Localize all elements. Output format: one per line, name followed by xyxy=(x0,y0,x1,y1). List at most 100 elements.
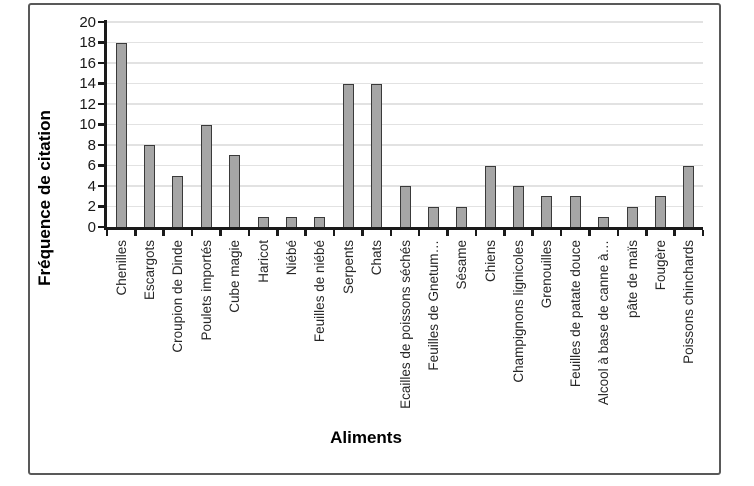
x-axis-tick xyxy=(332,230,336,236)
x-axis-tick xyxy=(616,230,620,236)
x-category-label: Grenouilles xyxy=(539,240,555,309)
bar xyxy=(257,216,269,227)
y-axis-tick xyxy=(98,102,104,106)
y-tick-label: 2 xyxy=(87,198,96,215)
y-axis-tick xyxy=(98,123,104,126)
x-category-label: Haricot xyxy=(255,240,271,283)
bar xyxy=(200,124,212,227)
x-category-label: Feuilles de niébé xyxy=(312,240,328,343)
y-axis-tick xyxy=(98,61,104,65)
x-axis-tick xyxy=(588,230,591,236)
bar xyxy=(569,196,581,227)
bar xyxy=(172,175,184,227)
x-category-label: Chiens xyxy=(482,240,498,283)
gridline xyxy=(107,21,703,23)
gridline xyxy=(107,62,703,64)
figure-frame xyxy=(28,3,721,475)
bar xyxy=(513,186,525,227)
x-axis-tick xyxy=(531,230,534,236)
y-axis-line xyxy=(104,20,107,230)
x-axis-tick xyxy=(190,230,194,236)
x-category-label: Feuilles de patate douce xyxy=(567,240,583,388)
x-axis-tick xyxy=(446,230,449,236)
x-axis-tick xyxy=(304,230,307,236)
x-axis-tick xyxy=(644,230,648,236)
y-axis-tick xyxy=(98,164,104,167)
x-axis-tick xyxy=(503,230,506,236)
y-tick-label: 10 xyxy=(79,116,96,133)
x-axis-tick xyxy=(247,230,251,236)
bar xyxy=(484,165,496,227)
y-axis-tick xyxy=(98,225,104,229)
x-axis-tick xyxy=(559,230,563,236)
x-category-label: Champignons lignicoles xyxy=(511,240,527,383)
x-axis-tick xyxy=(275,230,279,236)
y-tick-label: 8 xyxy=(87,136,96,154)
x-category-label: Poissons chinchards xyxy=(681,240,697,364)
x-axis-tick xyxy=(361,230,364,236)
x-category-label: Niébé xyxy=(283,240,299,276)
y-tick-label: 14 xyxy=(79,75,96,92)
x-category-label: Cube magie xyxy=(227,240,243,313)
x-category-label: Poulets importés xyxy=(198,240,214,341)
x-axis-line xyxy=(104,227,703,230)
bar xyxy=(314,216,326,227)
x-axis-title: Aliments xyxy=(330,428,402,447)
x-axis-tick xyxy=(474,230,478,236)
y-axis-tick xyxy=(98,205,104,208)
gridline xyxy=(107,144,703,146)
x-category-label: Fougère xyxy=(652,240,668,291)
bar xyxy=(229,155,241,227)
x-category-label: Feuilles de Gnetum… xyxy=(425,240,441,371)
gridline xyxy=(107,123,703,126)
bar xyxy=(115,42,127,227)
bar xyxy=(654,196,666,227)
bar xyxy=(541,196,553,227)
bar xyxy=(427,206,439,227)
x-axis-tick xyxy=(389,230,393,236)
x-axis-tick xyxy=(219,230,222,236)
gridline xyxy=(107,185,703,187)
y-tick-label: 18 xyxy=(79,34,96,51)
y-axis-title: Fréquence de citation xyxy=(35,110,54,286)
bar xyxy=(342,83,354,227)
gridline xyxy=(107,82,703,85)
x-category-label: Escargots xyxy=(142,240,158,301)
y-tick-label: 16 xyxy=(79,54,96,72)
bar xyxy=(683,165,695,227)
x-category-label: Chats xyxy=(369,240,385,276)
x-axis-tick xyxy=(162,230,166,236)
x-axis-tick xyxy=(105,230,109,236)
x-category-label: pâte de maïs xyxy=(624,240,640,319)
bar xyxy=(144,145,156,227)
y-axis-tick xyxy=(98,143,104,147)
y-axis-tick xyxy=(98,20,104,24)
y-tick-label: 4 xyxy=(87,177,96,195)
x-category-label: Ecailles de poissons séchés xyxy=(397,240,413,409)
gridline xyxy=(107,164,703,167)
x-axis-tick xyxy=(134,230,137,236)
bar xyxy=(626,206,638,227)
y-axis-tick xyxy=(98,184,104,188)
y-axis-tick xyxy=(98,82,104,85)
x-axis-tick xyxy=(673,230,676,236)
x-category-label: Croupion de Dinde xyxy=(170,240,186,353)
y-tick-label: 0 xyxy=(87,218,96,236)
x-category-label: Chenilles xyxy=(113,240,129,296)
x-axis-tick xyxy=(701,230,705,236)
y-tick-label: 12 xyxy=(79,95,96,113)
y-tick-label: 6 xyxy=(87,157,96,174)
gridline xyxy=(107,103,703,105)
bar xyxy=(598,216,610,227)
bar xyxy=(371,83,383,227)
x-category-label: Alcool à base de canne à… xyxy=(596,240,612,406)
bar xyxy=(399,186,411,227)
bar xyxy=(456,206,468,227)
x-axis-tick xyxy=(417,230,421,236)
y-tick-label: 20 xyxy=(79,13,96,31)
x-category-label: Sésame xyxy=(454,240,470,290)
bar xyxy=(285,216,297,227)
x-category-label: Serpents xyxy=(340,240,356,295)
gridline xyxy=(107,41,703,44)
